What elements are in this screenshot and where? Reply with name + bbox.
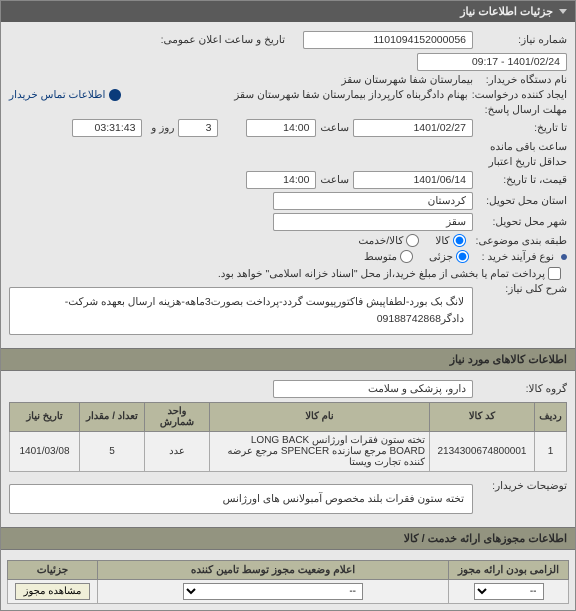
- validity-label: حداقل تاریخ اعتبار: [477, 156, 567, 168]
- cell-status: --: [98, 580, 449, 604]
- requester-label: ایجاد کننده درخواست:: [472, 89, 567, 101]
- requester-value: بهنام دادگربناه کارپرداز بیمارستان شفا ش…: [125, 89, 467, 101]
- col-date: تاریخ نیاز: [10, 402, 80, 431]
- chevron-down-icon: [559, 9, 567, 14]
- col-status: اعلام وضعیت مجوز توسط تامین کننده: [98, 561, 449, 580]
- radio-khadamat-label: کالا/خدمت: [358, 235, 403, 247]
- col-details: جزئیات: [8, 561, 98, 580]
- radio-khadamat-input[interactable]: [406, 234, 419, 247]
- days-left-value: 3: [178, 119, 218, 137]
- request-no-value: 1101094152000056: [303, 31, 473, 49]
- cell-name: تخته ستون فقرات اورژانس LONG BACK BOARD …: [210, 431, 430, 471]
- main-panel-title: جزئیات اطلاعات نیاز: [460, 5, 553, 18]
- licenses-header-row: الزامی بودن ارائه مجوز اعلام وضعیت مجوز …: [8, 561, 569, 580]
- main-panel-header[interactable]: جزئیات اطلاعات نیاز: [1, 1, 575, 22]
- cell-idx: 1: [535, 431, 567, 471]
- items-table: ردیف کد کالا نام کالا واحد شمارش تعداد /…: [9, 402, 567, 472]
- buyer-note-label: توضیحات خریدار:: [477, 480, 567, 492]
- deadline-label: مهلت ارسال پاسخ:: [477, 104, 567, 116]
- buyer-org-value: بیمارستان شفا شهرستان سقز: [341, 74, 473, 86]
- col-required: الزامی بودن ارائه مجوز: [449, 561, 569, 580]
- province-label: استان محل تحویل:: [477, 195, 567, 207]
- announce-label: تاریخ و ساعت اعلان عمومی:: [145, 34, 285, 46]
- radio-med-label: متوسط: [364, 251, 397, 263]
- buyer-contact-link[interactable]: اطلاعات تماس خریدار: [9, 89, 105, 101]
- main-desc-value: لانگ بک بورد-لطفاپیش فاکتورپیوست گردد-پر…: [9, 287, 473, 335]
- request-no-label: شماره نیاز:: [477, 34, 567, 46]
- radio-khadamat[interactable]: کالا/خدمت: [358, 234, 419, 247]
- province-value: کردستان: [273, 192, 473, 210]
- validity-sub-label: قیمت، تا تاریخ:: [477, 174, 567, 186]
- cell-required: --: [449, 580, 569, 604]
- radio-kala[interactable]: کالا: [435, 234, 465, 247]
- radio-kala-input[interactable]: [453, 234, 466, 247]
- col-unit: واحد شمارش: [145, 402, 210, 431]
- remain-label: ساعت باقی مانده: [490, 141, 567, 153]
- deadline-time-value: 14:00: [246, 119, 316, 137]
- class-label: طبقه بندی موضوعی:: [476, 235, 567, 247]
- remain-time-value: 03:31:43: [72, 119, 142, 137]
- validity-time-value: 14:00: [246, 171, 316, 189]
- license-row: -- -- مشاهده مجوز: [8, 580, 569, 604]
- licenses-sub-header: اطلاعات مجوزهای ارائه خدمت / کالا: [1, 527, 575, 550]
- group-label: گروه کالا:: [477, 383, 567, 395]
- pay-note: پرداخت تمام یا بخشی از مبلغ خرید،از محل …: [218, 268, 545, 280]
- time-label-1: ساعت: [320, 122, 349, 134]
- status-select[interactable]: --: [183, 583, 363, 600]
- col-qty: تعداد / مقدار: [80, 402, 145, 431]
- col-code: کد کالا: [430, 402, 535, 431]
- col-name: نام کالا: [210, 402, 430, 431]
- cell-qty: 5: [80, 431, 145, 471]
- validity-date-value: 1401/06/14: [353, 171, 473, 189]
- licenses-table: الزامی بودن ارائه مجوز اعلام وضعیت مجوز …: [7, 560, 569, 604]
- items-header-row: ردیف کد کالا نام کالا واحد شمارش تعداد /…: [10, 402, 567, 431]
- main-desc-label: شرح کلی نیاز:: [477, 283, 567, 295]
- view-license-button[interactable]: مشاهده مجوز: [15, 583, 91, 600]
- time-label-2: ساعت: [320, 174, 349, 186]
- required-select[interactable]: --: [474, 583, 544, 600]
- radio-part-label: جزئی: [429, 251, 453, 263]
- buyer-note-value: تخته ستون فقرات بلند مخصوص آمبولانس های …: [9, 484, 473, 515]
- items-sub-header: اطلاعات کالاهای مورد نیاز: [1, 348, 575, 371]
- radio-kala-label: کالا: [435, 235, 449, 247]
- day-label: روز و: [146, 122, 174, 134]
- deadline-date-value: 1401/02/27: [353, 119, 473, 137]
- cell-unit: عدد: [145, 431, 210, 471]
- cell-date: 1401/03/08: [10, 431, 80, 471]
- buyer-org-label: نام دستگاه خریدار:: [477, 74, 567, 86]
- process-label: نوع فرآیند خرید :: [479, 251, 554, 263]
- city-value: سقز: [273, 213, 473, 231]
- announce-value: 1401/02/24 - 09:17: [417, 53, 567, 71]
- city-label: شهر محل تحویل:: [477, 216, 567, 228]
- radio-med-input[interactable]: [400, 250, 413, 263]
- table-row: 1 2134300674800001 تخته ستون فقرات اورژا…: [10, 431, 567, 471]
- check-pay[interactable]: پرداخت تمام یا بخشی از مبلغ خرید،از محل …: [218, 267, 561, 280]
- radio-part-input[interactable]: [456, 250, 469, 263]
- check-pay-input[interactable]: [548, 267, 561, 280]
- contact-icon: [109, 89, 121, 101]
- deadline-date-label: تا تاریخ:: [477, 122, 567, 134]
- col-idx: ردیف: [535, 402, 567, 431]
- cell-code: 2134300674800001: [430, 431, 535, 471]
- bullet-icon: [561, 254, 567, 260]
- group-value: دارو، پزشکی و سلامت: [273, 380, 473, 398]
- radio-part[interactable]: جزئی: [429, 250, 469, 263]
- cell-details: مشاهده مجوز: [8, 580, 98, 604]
- radio-med[interactable]: متوسط: [364, 250, 413, 263]
